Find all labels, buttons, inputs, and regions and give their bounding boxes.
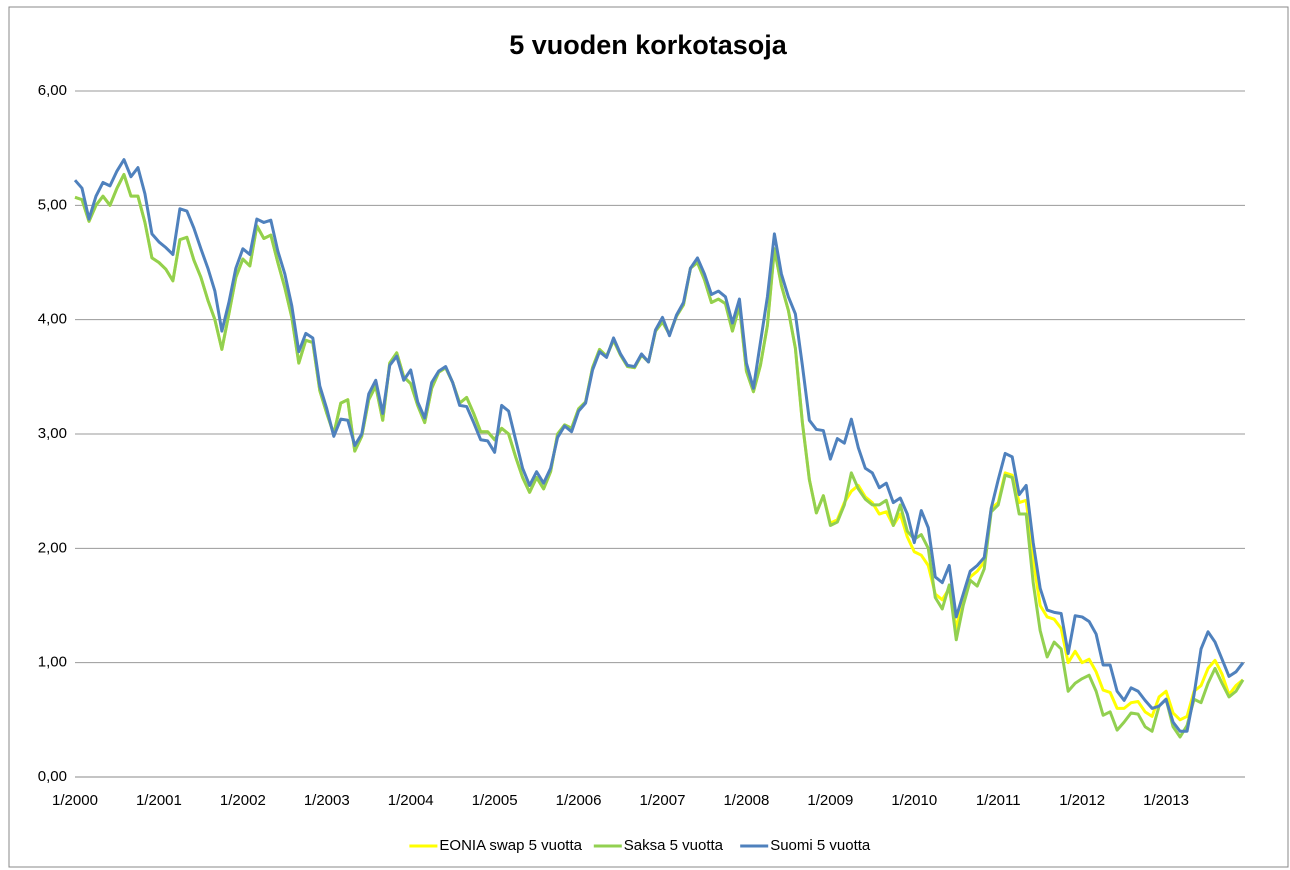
legend-label: Saksa 5 vuotta: [624, 837, 724, 854]
x-tick-label: 1/2011: [976, 792, 1021, 809]
x-tick-label: 1/2005: [472, 792, 518, 809]
x-tick-label: 1/2000: [52, 792, 98, 809]
y-tick-label: 3,00: [38, 425, 67, 442]
y-tick-label: 6,00: [38, 82, 67, 99]
chart-frame: [8, 6, 1289, 868]
legend-label: Suomi 5 vuotta: [770, 837, 871, 854]
y-tick-label: 0,00: [38, 768, 67, 785]
x-tick-label: 1/2009: [807, 792, 853, 809]
x-tick-label: 1/2001: [136, 792, 182, 809]
x-tick-label: 1/2004: [388, 792, 434, 809]
x-tick-label: 1/2007: [640, 792, 686, 809]
y-tick-label: 4,00: [38, 311, 67, 328]
x-tick-label: 1/2006: [556, 792, 602, 809]
x-tick-label: 1/2003: [304, 792, 350, 809]
x-tick-label: 1/2012: [1059, 792, 1105, 809]
y-tick-label: 2,00: [38, 539, 67, 556]
x-tick-label: 1/2008: [723, 792, 769, 809]
x-tick-label: 1/2002: [220, 792, 266, 809]
y-tick-label: 1,00: [38, 654, 67, 671]
chart-title: 5 vuoden korkotasoja: [509, 30, 788, 60]
x-tick-label: 1/2010: [891, 792, 937, 809]
series-line: [73, 158, 1245, 733]
x-tick-label: 1/2013: [1143, 792, 1189, 809]
y-tick-label: 5,00: [38, 196, 67, 213]
legend-label: EONIA swap 5 vuotta: [439, 837, 582, 854]
